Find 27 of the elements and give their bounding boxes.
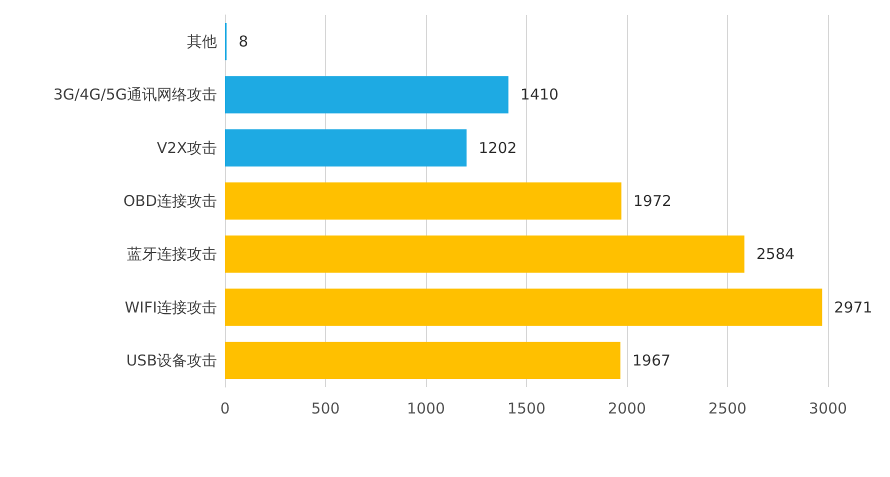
data-label: 8 [238,32,248,51]
bar [225,236,744,273]
bar [225,76,508,114]
data-label: 1967 [632,351,671,370]
bar [225,129,467,166]
data-label: 2584 [756,245,795,264]
bar [225,182,622,220]
x-tick-label: 3000 [808,400,848,418]
x-tick-label: 1500 [507,400,546,418]
data-label: 1202 [478,138,517,157]
data-label: 1972 [633,192,672,210]
bar [225,288,822,326]
data-label: 1410 [520,86,559,104]
x-tick-label: 2000 [608,400,646,418]
y-tick-label: V2X攻击 [156,138,217,157]
y-tick-label: OBD连接攻击 [123,192,217,210]
x-tick-label: 1000 [406,400,446,418]
x-tick-label: 0 [220,400,230,418]
x-tick-label: 2500 [708,400,747,418]
y-tick-label: 其他 [187,32,217,51]
y-tick-label: WIFI连接攻击 [124,298,217,316]
data-label: 2971 [834,298,872,316]
bar [225,342,620,380]
y-tick-label: 蓝牙连接攻击 [127,245,217,264]
y-tick-label: 3G/4G/5G通讯网络攻击 [53,86,217,104]
x-tick-label: 500 [311,400,340,418]
y-tick-label: USB设备攻击 [126,351,217,370]
